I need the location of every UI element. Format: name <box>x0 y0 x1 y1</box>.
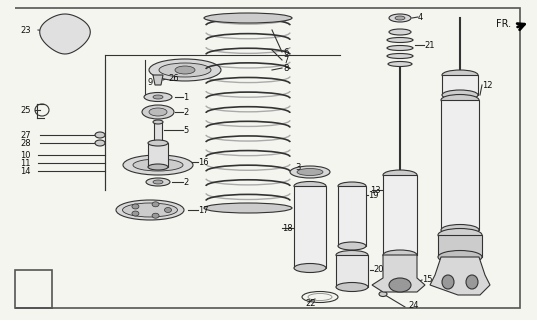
Text: 20: 20 <box>373 266 383 275</box>
Text: 28: 28 <box>20 139 31 148</box>
Ellipse shape <box>387 37 413 43</box>
Ellipse shape <box>164 207 171 212</box>
Text: 19: 19 <box>368 190 379 199</box>
Polygon shape <box>430 257 490 295</box>
Ellipse shape <box>379 292 387 297</box>
Text: 1: 1 <box>183 92 188 101</box>
Text: 16: 16 <box>198 157 209 166</box>
Text: 24: 24 <box>408 300 418 309</box>
Ellipse shape <box>159 63 211 77</box>
Bar <box>294 186 326 268</box>
Text: 18: 18 <box>282 223 293 233</box>
Text: 7: 7 <box>283 55 288 65</box>
Ellipse shape <box>95 132 105 138</box>
Ellipse shape <box>175 66 195 74</box>
Text: 13: 13 <box>370 186 381 195</box>
Ellipse shape <box>144 92 172 101</box>
Text: 8: 8 <box>283 63 288 73</box>
Text: 17: 17 <box>198 205 209 214</box>
Ellipse shape <box>148 164 168 170</box>
Ellipse shape <box>204 13 292 23</box>
Ellipse shape <box>395 16 405 20</box>
Ellipse shape <box>442 90 478 100</box>
Bar <box>442 75 478 95</box>
Text: 23: 23 <box>20 26 31 35</box>
Ellipse shape <box>294 181 326 190</box>
Text: 12: 12 <box>482 81 492 90</box>
Ellipse shape <box>297 169 323 175</box>
Ellipse shape <box>387 45 413 51</box>
Ellipse shape <box>95 140 105 146</box>
Text: 21: 21 <box>424 41 434 50</box>
Ellipse shape <box>441 225 479 236</box>
Bar <box>148 143 168 167</box>
Ellipse shape <box>153 120 163 124</box>
Ellipse shape <box>148 140 168 146</box>
Ellipse shape <box>336 251 368 260</box>
Text: 11: 11 <box>20 158 31 167</box>
Ellipse shape <box>442 275 454 289</box>
Ellipse shape <box>149 108 167 116</box>
Ellipse shape <box>336 283 368 292</box>
Ellipse shape <box>149 59 221 81</box>
Polygon shape <box>40 14 90 54</box>
Ellipse shape <box>389 14 411 22</box>
Text: 26: 26 <box>168 74 179 83</box>
Text: 22: 22 <box>305 300 316 308</box>
Ellipse shape <box>441 94 479 106</box>
Ellipse shape <box>387 53 413 59</box>
Ellipse shape <box>152 202 159 207</box>
Text: 10: 10 <box>20 150 31 159</box>
Polygon shape <box>153 75 163 85</box>
Ellipse shape <box>383 170 417 180</box>
Ellipse shape <box>153 95 163 99</box>
Ellipse shape <box>338 182 366 190</box>
Ellipse shape <box>152 213 159 218</box>
Ellipse shape <box>122 203 178 217</box>
Ellipse shape <box>388 61 412 67</box>
Ellipse shape <box>383 250 417 260</box>
Ellipse shape <box>338 242 366 250</box>
Text: 6: 6 <box>283 47 288 57</box>
Text: 5: 5 <box>183 125 188 134</box>
Text: 2: 2 <box>183 178 188 187</box>
Ellipse shape <box>204 203 292 213</box>
Bar <box>336 255 368 287</box>
Ellipse shape <box>290 166 330 178</box>
Ellipse shape <box>123 155 193 175</box>
Ellipse shape <box>153 180 163 184</box>
Bar <box>441 100 479 230</box>
Bar <box>338 186 366 246</box>
Text: FR.: FR. <box>496 19 511 29</box>
Text: 4: 4 <box>418 12 423 21</box>
Polygon shape <box>372 255 425 292</box>
Ellipse shape <box>294 263 326 273</box>
Text: 27: 27 <box>20 131 31 140</box>
Ellipse shape <box>442 70 478 80</box>
Text: 2: 2 <box>183 108 188 116</box>
Bar <box>154 122 162 144</box>
Ellipse shape <box>466 275 478 289</box>
Ellipse shape <box>132 211 139 216</box>
Text: 25: 25 <box>20 106 31 115</box>
Ellipse shape <box>389 278 411 292</box>
Bar <box>438 235 482 257</box>
Ellipse shape <box>389 29 411 35</box>
Text: 15: 15 <box>422 276 432 284</box>
Ellipse shape <box>146 178 170 186</box>
Ellipse shape <box>438 228 482 242</box>
Ellipse shape <box>133 159 183 171</box>
Ellipse shape <box>142 105 174 119</box>
Text: 3: 3 <box>295 163 300 172</box>
Ellipse shape <box>116 200 184 220</box>
Text: 14: 14 <box>20 166 31 175</box>
Ellipse shape <box>438 251 482 263</box>
Bar <box>383 175 417 255</box>
Text: 9: 9 <box>148 77 153 86</box>
Ellipse shape <box>132 204 139 209</box>
